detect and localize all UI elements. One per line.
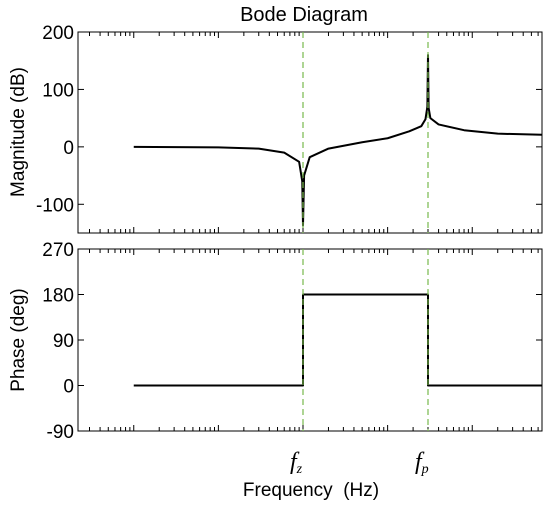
magnitude-plot-frame (77, 31, 543, 234)
magnitude-axis-label: Magnitude (dB) (8, 67, 29, 197)
frequency-markers: fz fp (290, 32, 429, 477)
x-axis-label: Frequency (Hz) (243, 480, 379, 501)
magnitude-y-tick-label: 100 (42, 80, 74, 101)
phase-curve (133, 293, 542, 387)
phase-plot-frame (77, 248, 543, 432)
magnitude-plot: 200 100 0 -100 Magnitude (dB) (8, 23, 543, 234)
phase-y-ticks: 270 180 90 0 -90 (42, 240, 542, 443)
phase-series (133, 293, 542, 387)
marker-label-fp: fp (415, 449, 429, 477)
phase-y-tick-label: 90 (53, 331, 74, 352)
marker-label-fz: fz (290, 449, 303, 477)
magnitude-y-tick-label: 0 (63, 138, 74, 159)
chart-title: Bode Diagram (240, 4, 368, 26)
phase-x-minor-ticks (89, 249, 539, 431)
magnitude-x-minor-ticks (89, 32, 539, 233)
phase-y-tick-label: 0 (63, 377, 74, 398)
magnitude-y-tick-label: 200 (42, 23, 74, 44)
phase-y-tick-label: -90 (47, 422, 74, 443)
magnitude-y-tick-label: -100 (36, 195, 74, 216)
magnitude-curve (133, 53, 543, 227)
phase-plot: 270 180 90 0 -90 Phase (deg) (8, 240, 543, 443)
phase-axis-label: Phase (deg) (8, 288, 29, 392)
phase-y-tick-label: 180 (42, 286, 74, 307)
magnitude-y-ticks: 200 100 0 -100 (36, 23, 542, 216)
magnitude-series (133, 53, 543, 227)
phase-y-tick-label: 270 (42, 240, 74, 261)
